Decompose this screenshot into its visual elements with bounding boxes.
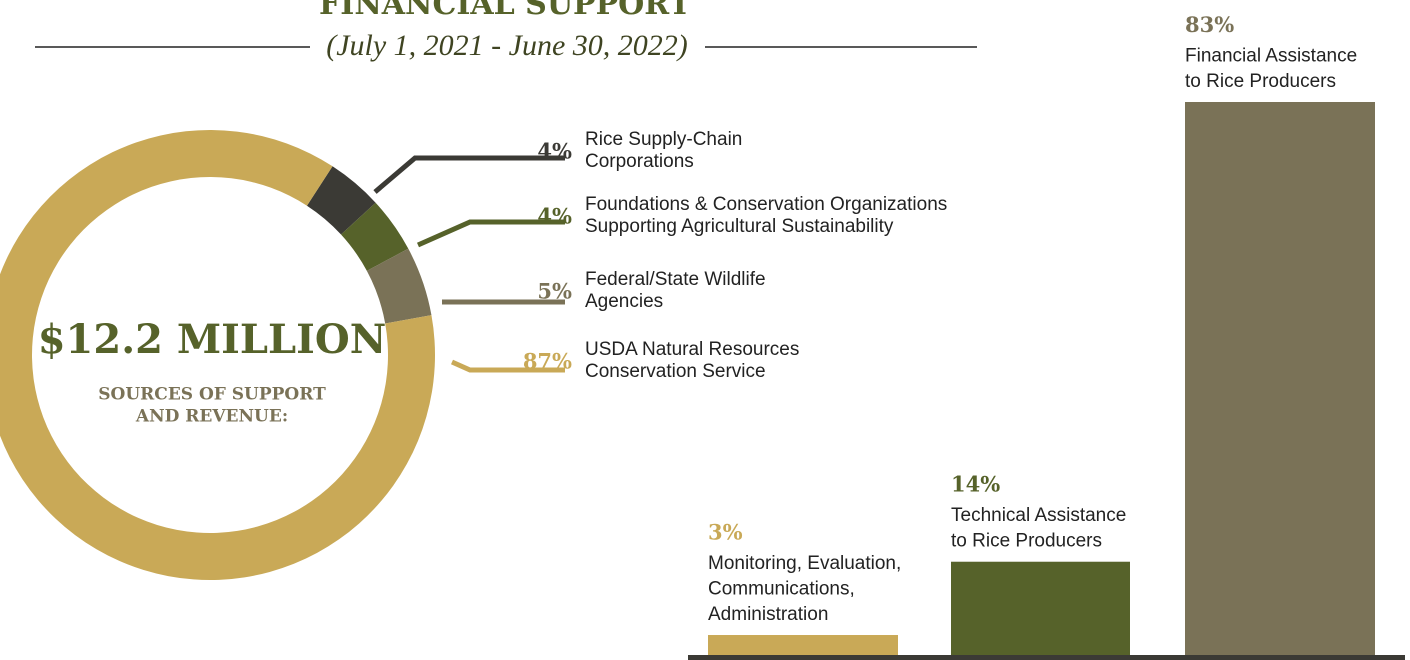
leader-line	[373, 155, 565, 194]
donut-segment	[306, 166, 376, 235]
center-title: $12.2 MILLION	[38, 316, 387, 363]
segment-label: Corporations	[585, 151, 694, 172]
segment-label: Rice Supply-Chain	[585, 129, 742, 150]
baseline	[688, 655, 1405, 660]
bar	[708, 635, 898, 655]
bar-label: Monitoring, Evaluation,	[708, 553, 901, 574]
value-label: 4%	[537, 139, 572, 164]
value-label: 87%	[523, 349, 572, 374]
leader-line	[416, 219, 565, 248]
donut-segment	[341, 202, 409, 271]
bar-label: to Rice Producers	[951, 531, 1102, 552]
bar	[1185, 102, 1375, 655]
segment-label: Foundations & Conservation Organizations	[585, 194, 947, 215]
bar	[951, 561, 1130, 655]
subtitle: (July 1, 2021 - June 30, 2022)	[326, 29, 688, 62]
bar-label: Financial Assistance	[1185, 46, 1357, 67]
segment-label: Agencies	[585, 291, 663, 312]
value-label: 14%	[951, 472, 1000, 497]
center-subtitle: AND REVENUE:	[135, 407, 288, 427]
bar-label: Administration	[708, 604, 828, 625]
value-label: 83%	[1185, 12, 1234, 37]
bar-label: Communications,	[708, 579, 855, 600]
bar-label: Technical Assistance	[951, 505, 1126, 526]
segment-label: USDA Natural Resources	[585, 339, 799, 360]
donut-segment	[366, 248, 432, 324]
segment-label: Supporting Agricultural Sustainability	[585, 216, 894, 237]
value-label: 5%	[537, 279, 572, 304]
leader-line	[450, 359, 565, 373]
center-subtitle: SOURCES OF SUPPORT	[98, 385, 326, 405]
value-label: 4%	[537, 204, 572, 229]
bar-label: to Rice Producers	[1185, 71, 1336, 92]
title: FINANCIAL SUPPORT	[319, 0, 692, 22]
value-label: 3%	[708, 520, 743, 545]
segment-label: Conservation Service	[585, 361, 766, 382]
segment-label: Federal/State Wildlife	[585, 269, 766, 290]
